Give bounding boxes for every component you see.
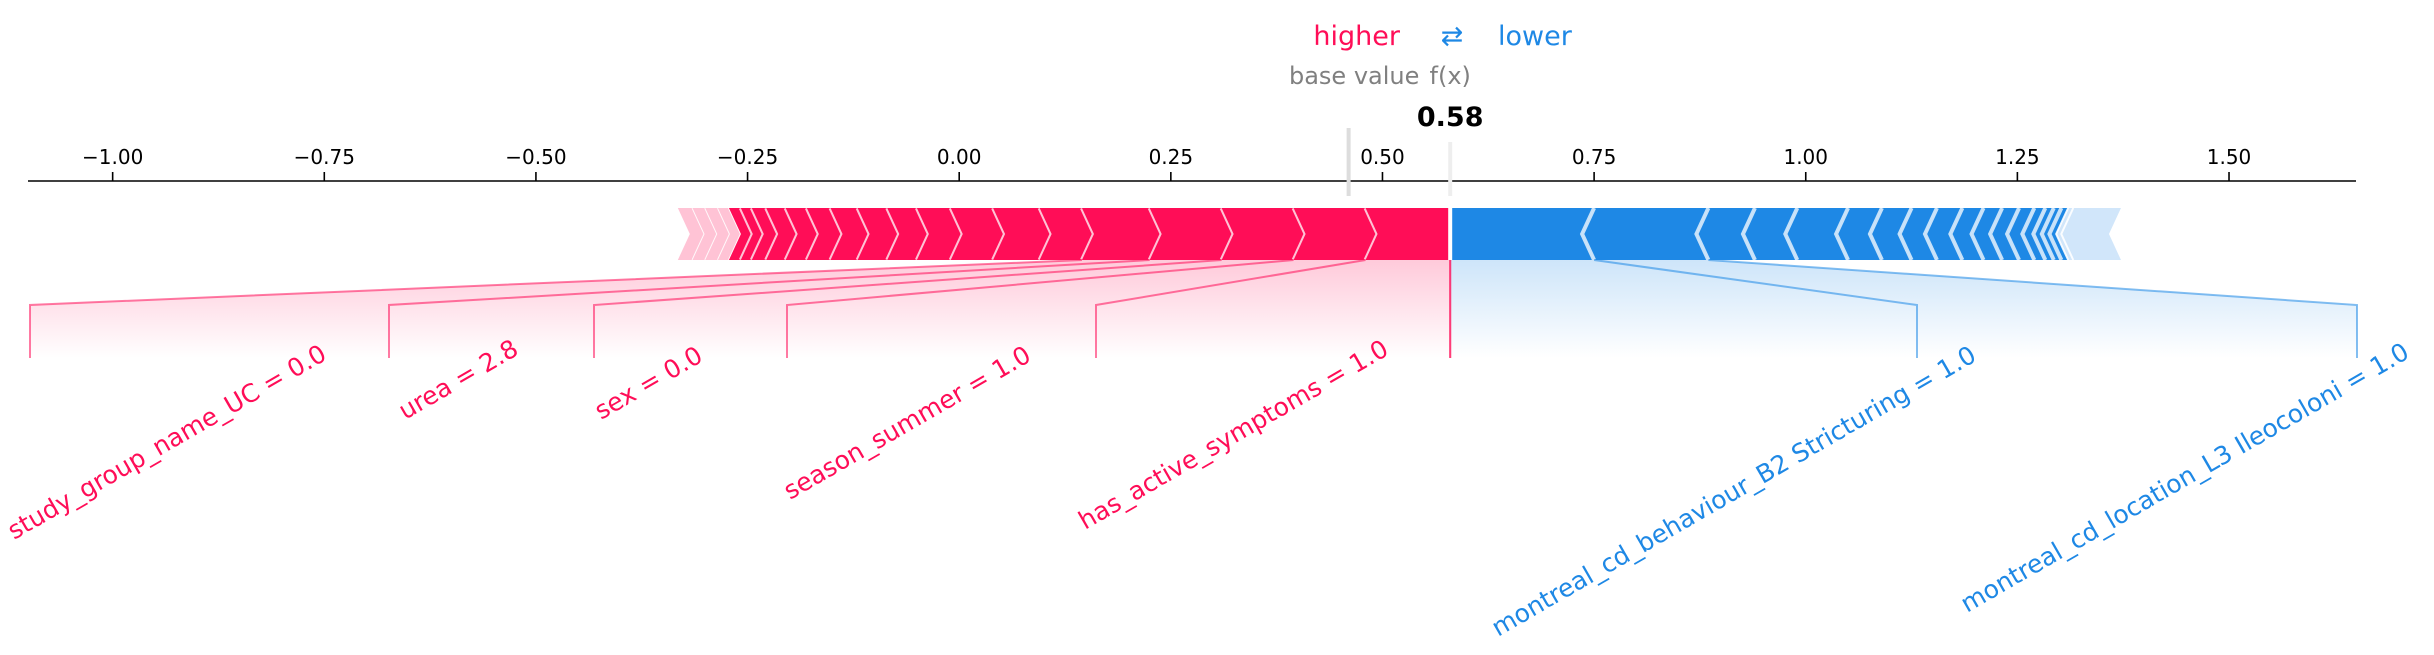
negative-segment-divider [2060, 207, 2075, 261]
negative-segment-divider [2039, 207, 2056, 261]
positive-feature-label: has_active_symptoms = 1.0 [1074, 334, 1394, 535]
legend-lower: lower [1498, 21, 1573, 52]
positive-connector-line [1095, 259, 1366, 358]
negative-connector-shade [1450, 260, 2357, 358]
x-tick-label: −0.50 [505, 145, 566, 169]
negative-segment-divider [2047, 207, 2064, 261]
x-axis: −1.00 −0.75 −0.50 −0.25 0.00 0.25 0.50 0.75 1.00… [28, 128, 2356, 196]
negative-force-segment [1785, 208, 1849, 260]
positive-force-segment [740, 208, 764, 260]
legend-higher: higher [1313, 21, 1400, 52]
negative-segment-divider [1694, 207, 1711, 261]
negative-segment-divider [1922, 207, 1939, 261]
negative-segment-divider [2031, 207, 2048, 261]
positive-force-segment [1221, 208, 1306, 260]
negative-force-segment [1696, 208, 1755, 260]
x-tick-label: −0.75 [294, 145, 355, 169]
negative-force-segment [1924, 208, 1963, 260]
positive-force-segment [830, 208, 870, 260]
positive-connector-line [388, 259, 1150, 358]
negative-segment-divider [1987, 207, 2004, 261]
positive-force-segment [950, 208, 1006, 260]
negative-segment-divider [2004, 207, 2021, 261]
positive-force-segment [1149, 208, 1234, 260]
negative-force-segment [1950, 208, 1984, 260]
negative-segment-divider [1579, 207, 1596, 261]
negative-segment-divider [1897, 207, 1914, 261]
x-tick-label: 0.00 [937, 145, 982, 169]
positive-force-segment [728, 208, 753, 260]
negative-force-segment [1899, 208, 1937, 260]
positive-force-segment [993, 208, 1052, 260]
negative-force-segment [2041, 208, 2062, 260]
positive-force-segment [857, 208, 900, 260]
negative-force-segment [1869, 208, 1912, 260]
negative-segment-divider [1740, 207, 1757, 261]
positive-force-segment [1365, 208, 1451, 260]
negative-force-segment [2022, 208, 2046, 260]
negative-segment-divider [2020, 207, 2037, 261]
x-tick-label: 1.00 [1783, 145, 1828, 169]
positive-connector-line [593, 259, 1222, 358]
positive-feature-label: study_group_name_UC = 0.0 [3, 339, 332, 545]
x-tick-label: 0.75 [1572, 145, 1617, 169]
negative-force-segment [1836, 208, 1882, 260]
positive-force-segment [1039, 208, 1094, 260]
x-tick-label: 0.25 [1149, 145, 1194, 169]
positive-force-segment [887, 208, 929, 260]
output-value-label: 0.58 [1417, 102, 1484, 133]
positive-feature-label: season_summer = 1.0 [779, 340, 1036, 505]
negative-connector-line [1708, 259, 2358, 358]
negative-feature-label: montreal_cd_location_L3 Ileocoloni = 1.0 [1956, 337, 2414, 618]
negative-force-segment [2056, 208, 2074, 260]
positive-force-segment [916, 208, 963, 260]
positive-force-segment [717, 208, 741, 260]
negative-feature-label: montreal_cd_behaviour_B2 Stricturing = 1… [1487, 340, 1981, 642]
x-tick-label: 1.25 [1995, 145, 2040, 169]
x-tick-label: 0.50 [1360, 145, 1405, 169]
x-tick-label: 1.50 [2207, 145, 2252, 169]
negative-force-segment [1582, 208, 1709, 260]
negative-segment-divider [1783, 207, 1800, 261]
x-tick-label: −1.00 [82, 145, 143, 169]
negative-segment-divider [2055, 207, 2070, 261]
negative-connector-line [1593, 259, 1918, 358]
negative-segment-divider [1948, 207, 1965, 261]
negative-segment-divider [1867, 207, 1884, 261]
legend-arrow-icon: ⇄ [1441, 21, 1464, 52]
positive-connector-line [29, 259, 1082, 358]
positive-force-segment [1293, 208, 1378, 260]
negative-force-segment [2061, 208, 2121, 260]
positive-force-segment [1081, 208, 1162, 260]
positive-force-segment [806, 208, 843, 260]
negative-segment-divider [1833, 207, 1850, 261]
positive-force-segment [785, 208, 819, 260]
positive-connector-line [786, 259, 1294, 358]
negative-force-segment [1450, 208, 1595, 260]
force-bars [677, 206, 2121, 262]
fx-label: f(x) [1430, 62, 1471, 90]
x-tick-label: −0.25 [717, 145, 778, 169]
negative-force-segment [1742, 208, 1798, 260]
base-value-label: base value [1289, 62, 1419, 90]
negative-force-segment [2033, 208, 2054, 260]
negative-segment-divider [1969, 207, 1986, 261]
